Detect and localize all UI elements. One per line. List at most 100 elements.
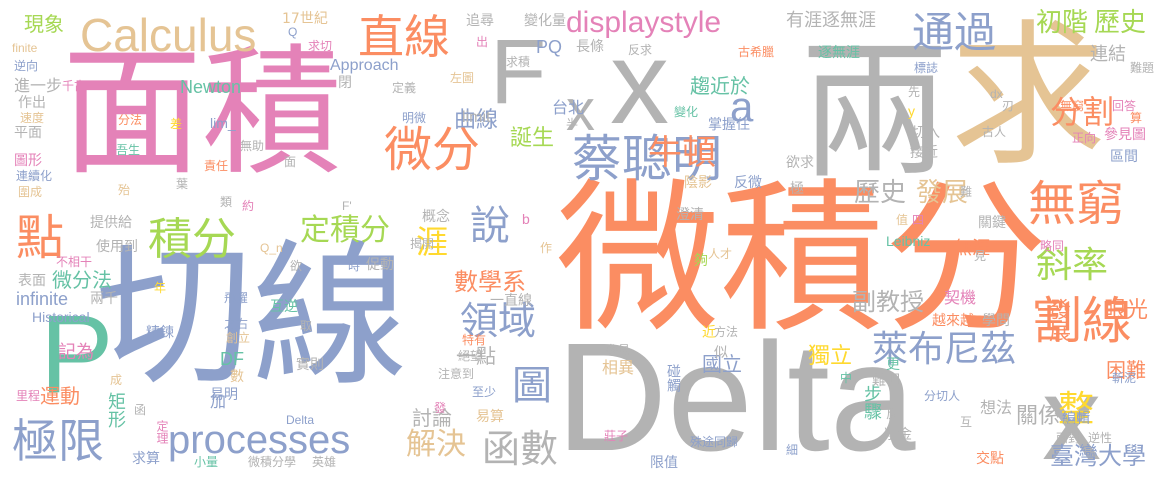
word: 分割 [1050,93,1115,131]
word: 圍成 [18,185,43,199]
word: 面對 [1056,431,1081,445]
word: 半 [566,117,579,131]
word: 略同 [1040,239,1065,253]
word: 里程 [16,389,41,403]
word: 圖 [512,363,552,409]
word: 說 [470,203,510,249]
word: 平面 [14,125,42,141]
word: 越來越 [932,313,974,329]
word: 圖形 [14,153,42,169]
word: 創立 [226,331,251,345]
word: 記為 [58,342,94,363]
word: Delta [286,413,315,427]
word: 定義 [392,81,417,95]
word: 國立 [702,352,742,376]
word: 類 [220,195,233,209]
word: 出 [476,35,489,49]
word: 積分 [148,214,236,265]
word: 牛頓 [648,133,716,173]
word: 逆性 [1088,431,1113,445]
word: 求 [950,5,1106,187]
word: Leibniz [886,233,931,249]
word: 標誌 [914,61,939,75]
word: 獨立 [808,344,853,369]
word: 解決 [406,427,466,462]
word: x [610,17,669,149]
word: 見 [974,249,987,263]
word: 參見圖 [1104,127,1146,143]
word: 不相干 [56,255,93,269]
word: 追尋 [466,13,494,29]
word: 困難 [1106,358,1146,382]
word: 學問 [982,313,1010,329]
word: 微分法 [52,268,112,292]
word: 中 [840,371,853,385]
word: 連續化 [16,169,53,183]
word: 飛躍 [224,291,249,305]
word: 無窮 [1028,176,1125,232]
word: 精鍊 [146,325,174,341]
word: 趨近於 [690,74,750,98]
word: 成 [110,373,123,387]
word: dx [990,87,1003,101]
word: 關係 [1016,404,1061,429]
word: 臺灣大學 [1050,442,1146,470]
word: 參見 [606,343,631,357]
word: 曲線 [454,108,499,133]
word: 提供給 [90,215,132,231]
word: 細 [786,443,799,457]
word: 近 [702,325,716,341]
word: 分法 [118,113,143,127]
word: 想法 [980,398,1013,417]
word: 速度 [20,111,45,125]
word: 面 [284,155,297,169]
word: 陰影 [684,175,712,191]
word: 求切 [308,39,333,53]
word: 吾生 [116,143,141,157]
word: 葉 [176,177,189,191]
word: 差 [170,117,183,131]
word: 矩形 [105,392,126,428]
word: 切入 [912,125,940,141]
word: 責任 [204,159,229,173]
word: 初階 [1036,8,1089,38]
word: 至少 [472,385,497,399]
word: 回答 [1112,99,1137,113]
word: 實則 [296,357,324,373]
word: 方法 [714,325,739,339]
word: 易算 [476,409,504,425]
word: 揭開 [410,237,435,251]
word: 求積 [506,55,531,69]
word: 之右 [224,317,249,331]
word: 交點 [976,451,1004,467]
word: y [908,103,915,119]
word: 左圖 [450,71,475,85]
word: 值 [896,213,909,227]
word: 討論 [412,406,452,430]
word: 促動 [366,257,394,273]
word: PQ [536,37,563,57]
word: 求算 [132,451,160,467]
word: lim_ [210,115,236,131]
word: 無助 [240,139,265,153]
word: 歷史 [854,178,907,208]
word: 特有 [462,333,487,347]
word: 進一步 [14,76,63,95]
word: 注意到 [438,367,475,381]
word: DF [220,349,244,369]
word: Q [288,25,298,39]
word: 斬泥 [1112,371,1137,385]
word: 反 [886,407,899,421]
word: P [40,293,114,416]
word: 逆向 [14,59,39,73]
word: 變化量 [524,13,566,29]
word: 割線 [1032,292,1132,350]
word: 區間 [1110,149,1138,165]
word: 刃 [1002,99,1015,113]
word: 極限 [12,414,104,468]
word: 點 [16,210,65,266]
word: 夠 [694,253,708,269]
word: 作出 [18,95,46,111]
word: 四 [912,213,925,227]
word: 斜率 [1036,245,1109,286]
